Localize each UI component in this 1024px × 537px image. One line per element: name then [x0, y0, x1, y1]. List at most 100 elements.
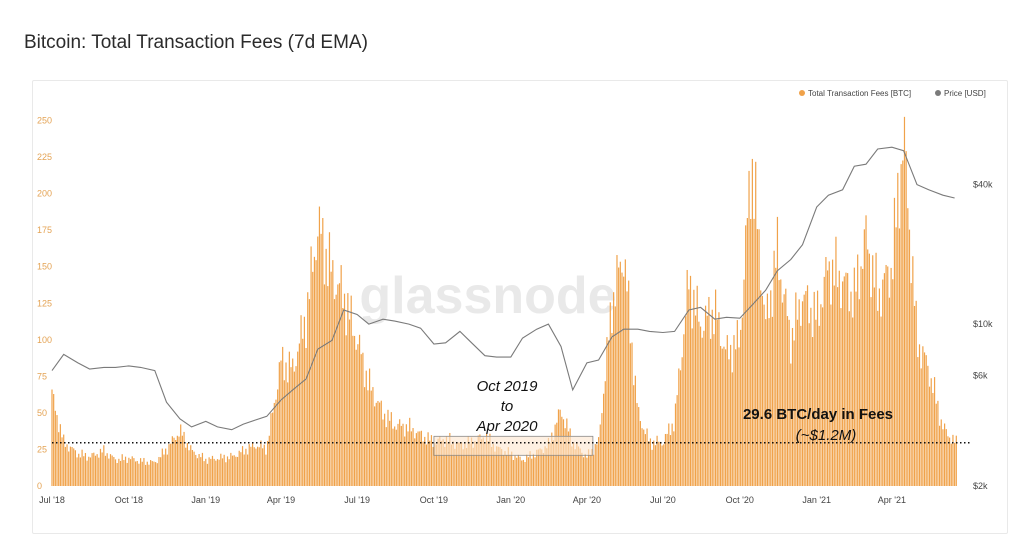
fee-bar: [323, 284, 326, 486]
price-line: [51, 146, 955, 431]
fee-bar: [402, 423, 404, 486]
fee-bar: [258, 447, 260, 486]
fee-bar: [93, 452, 95, 486]
fee-bar: [576, 442, 578, 486]
legend-price-label: Price [USD]: [944, 89, 986, 98]
fee-bar: [268, 435, 270, 486]
fee-bar: [317, 236, 319, 486]
fee-bar: [629, 343, 631, 486]
fee-bar: [912, 256, 914, 486]
fee-bar: [708, 296, 710, 486]
annotation-period-line2: to: [501, 398, 514, 415]
fee-bar: [333, 299, 336, 486]
fee-bar: [489, 433, 491, 486]
fee-bar: [146, 461, 148, 486]
fee-bar: [768, 318, 770, 486]
fee-bar: [419, 431, 421, 486]
fee-bar: [96, 454, 98, 486]
annotation-period-line3: Apr 2020: [476, 418, 539, 435]
fee-bar: [511, 451, 513, 486]
fee-bar: [793, 340, 795, 486]
fee-bar: [221, 458, 224, 486]
fee-bar: [696, 285, 698, 486]
fee-bar: [101, 452, 103, 486]
fee-bar: [870, 297, 872, 486]
fee-bar: [442, 439, 444, 486]
fee-bar: [412, 428, 414, 486]
fee-bar: [210, 458, 212, 486]
fee-bar: [220, 453, 222, 486]
fee-bar: [915, 300, 917, 486]
fee-bar: [663, 444, 665, 486]
fee-bar: [940, 419, 942, 486]
fee-bar: [185, 447, 187, 486]
fee-bar: [855, 291, 857, 486]
fee-bar: [385, 427, 387, 486]
price-series-line: [51, 146, 955, 431]
fee-bar: [248, 444, 250, 486]
fee-bar: [857, 254, 859, 486]
fee-bar: [128, 457, 130, 486]
fee-bar: [875, 252, 877, 486]
fee-bar: [467, 436, 469, 486]
fee-bar: [833, 285, 835, 486]
fee-bar: [945, 429, 947, 486]
fee-bar: [484, 443, 486, 486]
fee-bar: [166, 454, 168, 486]
fee-bar: [858, 299, 860, 486]
fee-bar: [272, 412, 274, 486]
fee-bar: [492, 444, 494, 486]
fee-bar: [783, 294, 785, 486]
fee-bar: [698, 321, 700, 486]
fee-bar: [440, 440, 443, 486]
fee-bar: [837, 287, 839, 486]
fee-bar: [803, 294, 805, 486]
fee-bar: [674, 403, 677, 486]
fee-bar: [546, 448, 548, 486]
fee-bar: [330, 271, 332, 486]
fee-bar: [730, 344, 732, 486]
fee-bar: [850, 291, 852, 486]
fee-bar: [91, 453, 93, 486]
fee-bar: [422, 441, 424, 486]
fee-bar: [298, 343, 300, 486]
fee-bar: [327, 286, 329, 486]
fee-bar: [439, 436, 441, 486]
fee-bar: [770, 290, 772, 486]
fee-bar: [760, 290, 762, 486]
fee-bar: [250, 446, 252, 486]
fee-bar: [596, 444, 598, 486]
fee-bar: [78, 453, 80, 486]
fee-bar: [756, 229, 758, 487]
fee-bar: [825, 257, 827, 486]
fee-bar: [193, 451, 195, 486]
fee-bar: [923, 352, 926, 486]
fee-bar: [704, 305, 707, 486]
fee-bar: [312, 271, 314, 486]
fee-bar: [763, 304, 765, 486]
fee-bar: [942, 429, 944, 486]
fee-bar: [455, 443, 458, 486]
fee-bar: [693, 289, 695, 486]
fee-bar: [805, 291, 807, 486]
fee-bar: [877, 310, 879, 486]
fee-bar: [445, 436, 448, 486]
fee-bar: [267, 440, 269, 486]
fee-bar: [526, 454, 528, 486]
fee-bar: [208, 457, 210, 486]
fee-bar: [300, 315, 302, 486]
fee-bar: [706, 315, 708, 486]
fee-bar: [621, 272, 623, 486]
fee-bar: [246, 454, 249, 486]
highlight-box: [433, 435, 594, 456]
fee-bar: [399, 419, 401, 486]
fee-bar: [171, 436, 173, 486]
fee-bar: [81, 449, 83, 486]
right-axis: $2k $6k $10k $40k: [973, 180, 993, 491]
fee-bar: [653, 440, 655, 486]
fee-bar: [241, 446, 244, 486]
fee-bar: [863, 229, 865, 486]
fee-bar: [113, 457, 115, 486]
fee-bar: [56, 415, 58, 486]
fee-bar: [417, 431, 419, 486]
